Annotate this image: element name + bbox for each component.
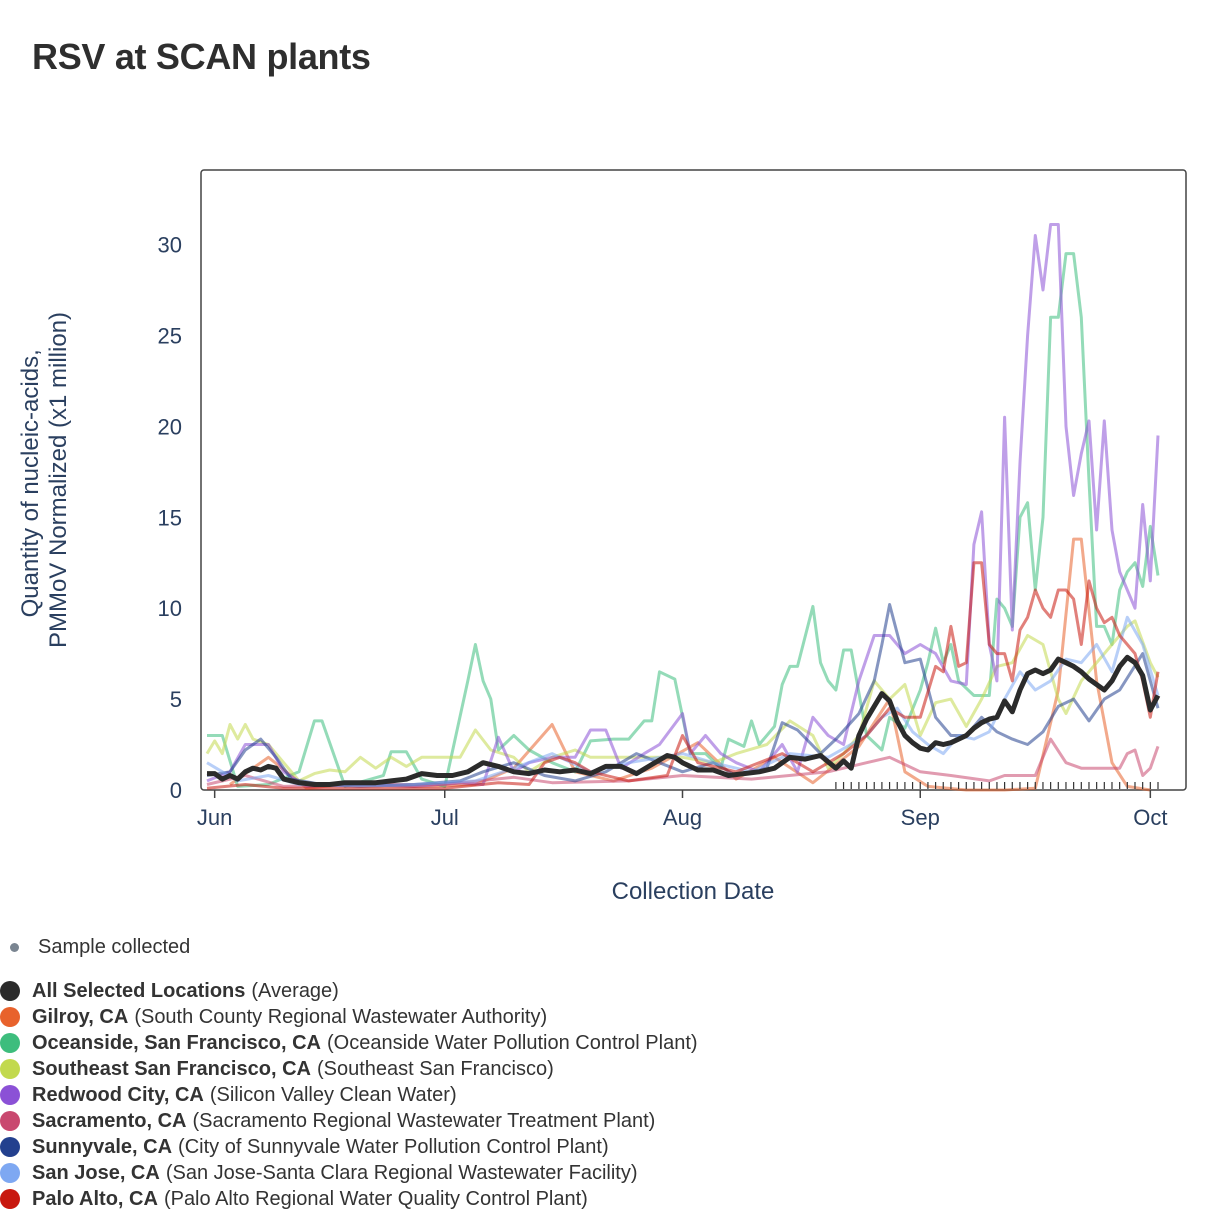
legend-swatch-icon	[0, 1033, 20, 1053]
x-tick-label: Jul	[431, 805, 459, 830]
legend-facility: (Oceanside Water Pollution Control Plant…	[327, 1031, 698, 1054]
legend-item-san-jose-ca[interactable]: San Jose, CA (San Jose-Santa Clara Region…	[0, 1160, 698, 1186]
series-line-oceanside-san-francisco-ca[interactable]	[207, 252, 1160, 788]
legend-item-sunnyvale-ca[interactable]: Sunnyvale, CA (City of Sunnyvale Water Po…	[0, 1134, 698, 1160]
legend-location: Southeast San Francisco, CA	[32, 1057, 311, 1080]
legend-location: San Jose, CA	[32, 1161, 160, 1184]
series-line-san-jose-ca[interactable]	[206, 615, 1160, 788]
x-tick-label: Oct	[1133, 805, 1167, 830]
y-tick-label: 10	[158, 596, 182, 621]
legend-location: Palo Alto, CA	[32, 1187, 158, 1210]
y-axis: 0 5 10 15 20 25 30	[158, 233, 182, 803]
y-tick-label: 5	[170, 687, 182, 712]
legend-sample-label: Sample collected	[38, 936, 191, 958]
legend-location: Oceanside, San Francisco, CA	[32, 1031, 321, 1054]
legend-facility: (Sacramento Regional Wastewater Treatmen…	[192, 1109, 656, 1132]
legend-location: Sunnyvale, CA	[32, 1135, 173, 1158]
legend-item-gilroy-ca[interactable]: Gilroy, CA (South County Regional Wastewa…	[0, 1004, 698, 1030]
x-tick-label: Sep	[901, 805, 940, 830]
y-tick-label: 15	[158, 505, 182, 530]
series-line-redwood-city-ca[interactable]	[206, 223, 1160, 788]
legend-swatch-icon	[0, 1189, 20, 1209]
legend-sample-collected[interactable]: Sample collected	[10, 936, 190, 959]
legend-item-all-selected-locations[interactable]: All Selected Locations (Average)	[0, 978, 698, 1004]
y-tick-label: 30	[158, 233, 182, 258]
line-chart: Jun Jul Aug Sep Oct 0 5 10 15 20 25 30 Collection …	[17, 169, 1187, 905]
series-layer	[205, 223, 1160, 792]
legend-swatch-icon	[0, 1007, 20, 1027]
y-axis-label-line-2: PMMoV Normalized (x1 million)	[45, 312, 72, 648]
legend-swatch-icon	[0, 1059, 20, 1079]
y-tick-label: 20	[158, 414, 182, 439]
series-line-average[interactable]	[207, 654, 1161, 787]
legend-swatch-icon	[0, 981, 20, 1001]
sample-markers	[835, 782, 1159, 789]
legend-swatch-icon	[0, 1085, 20, 1105]
x-tick-label: Jun	[197, 805, 232, 830]
legend-facility: (Southeast San Francisco)	[316, 1057, 554, 1080]
x-tick-label: Aug	[663, 805, 702, 830]
legend-location: Sacramento, CA	[32, 1109, 187, 1132]
plot-area	[200, 169, 1187, 791]
legend-swatch-icon	[0, 1137, 20, 1157]
y-tick-label: 25	[158, 323, 182, 348]
legend-facility: (City of Sunnyvale Water Pollution Contr…	[178, 1135, 609, 1158]
legend-list: All Selected Locations (Average) Gilroy, C…	[0, 978, 698, 1212]
series-line-sacramento-ca[interactable]	[206, 737, 1160, 788]
legend-facility: (Palo Alto Regional Water Quality Contro…	[163, 1187, 588, 1210]
legend-facility: (San Jose-Santa Clara Regional Wastewate…	[165, 1161, 638, 1184]
y-tick-label: 0	[170, 778, 182, 803]
chart-title: RSV at SCAN plants	[32, 36, 371, 77]
legend-item-southeast-san-francisco-ca[interactable]: Southeast San Francisco, CA (Southeast Sa…	[0, 1056, 698, 1082]
legend-swatch-icon	[0, 1111, 20, 1131]
x-axis: Jun Jul Aug Sep Oct	[197, 790, 1167, 830]
legend-location: Redwood City, CA	[32, 1083, 204, 1106]
series-line-palo-alto-ca[interactable]	[206, 561, 1160, 790]
legend-facility: (Average)	[251, 979, 339, 1002]
average-layer	[207, 654, 1161, 787]
legend-item-oceanside-san-francisco-ca[interactable]: Oceanside, San Francisco, CA (Oceanside W…	[0, 1030, 698, 1056]
series-line-southeast-san-francisco-ca[interactable]	[205, 619, 1160, 783]
legend-item-redwood-city-ca[interactable]: Redwood City, CA (Silicon Valley Clean Wa…	[0, 1082, 698, 1108]
legend-item-sacramento-ca[interactable]: Sacramento, CA (Sacramento Regional Waste…	[0, 1108, 698, 1134]
y-axis-label: Quantity of nucleic-acids, PMMoV Normali…	[17, 312, 72, 648]
series-line-gilroy-ca[interactable]	[229, 537, 1151, 792]
y-axis-label-line-1: Quantity of nucleic-acids,	[17, 349, 44, 617]
legend-facility: (Silicon Valley Clean Water)	[209, 1083, 457, 1106]
legend-swatch-icon	[0, 1163, 20, 1183]
legend-location: Gilroy, CA	[32, 1005, 129, 1028]
sample-dot-icon	[10, 943, 19, 952]
legend-facility: (South County Regional Wastewater Author…	[134, 1005, 548, 1028]
x-axis-label: Collection Date	[612, 878, 775, 905]
legend-location: All Selected Locations	[32, 979, 246, 1002]
legend-item-palo-alto-ca[interactable]: Palo Alto, CA (Palo Alto Regional Water Q…	[0, 1186, 698, 1212]
